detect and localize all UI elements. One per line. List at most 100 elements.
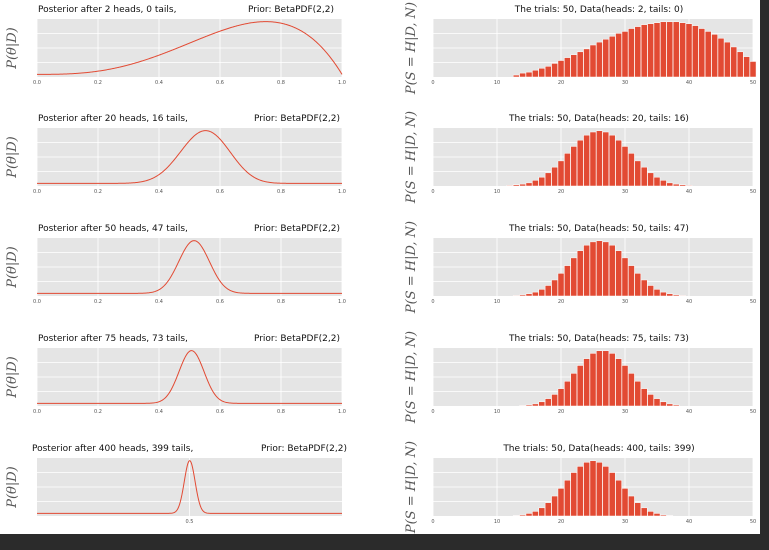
- x-tick-label: 0.4: [155, 299, 163, 305]
- probability-bar: [634, 26, 642, 78]
- probability-bar: [519, 72, 526, 78]
- probability-bar: [634, 502, 642, 517]
- probability-bar: [570, 472, 578, 517]
- probability-bar: [519, 294, 526, 297]
- probability-bar: [525, 513, 533, 517]
- probability-bar: [602, 131, 610, 187]
- plot-title: Posterior after 2 heads, 0 tails,: [38, 5, 176, 15]
- y-axis-label: P(S = H|D, N): [404, 2, 419, 95]
- x-tick-label: 0.4: [155, 409, 163, 415]
- probability-bar: [647, 511, 654, 517]
- probability-bar: [544, 66, 552, 78]
- probability-bar: [749, 61, 757, 78]
- probability-bar: [685, 23, 693, 78]
- posterior-curve: [37, 240, 342, 294]
- probability-bar: [660, 401, 667, 407]
- probability-bar: [519, 514, 526, 517]
- posterior-curve: [37, 21, 343, 75]
- x-tick-label: 0.4: [155, 189, 163, 195]
- probability-bar: [570, 257, 578, 297]
- probability-bar: [615, 358, 622, 407]
- probability-bar: [621, 31, 629, 78]
- x-tick-label: 30: [622, 519, 628, 525]
- probability-bar: [557, 160, 565, 187]
- x-tick-label: 40: [686, 80, 692, 86]
- probability-bar: [538, 401, 546, 407]
- x-tick-label: 1.0: [338, 299, 346, 305]
- probability-bar: [583, 244, 590, 297]
- x-tick-label: 10: [494, 299, 500, 305]
- plot-prior-label: Prior: BetaPDF(2,2): [254, 224, 340, 234]
- probability-bar: [647, 172, 654, 187]
- probability-bar: [608, 244, 616, 297]
- probability-bar: [653, 289, 661, 297]
- plot-title: The trials: 50, Data(heads: 50, tails: 4…: [508, 224, 689, 234]
- posterior-panel: 0.0 0.2 0.4 0.6 0.8 1.0 P(θ|D) Posterior after …: [5, 114, 346, 195]
- x-tick-label: 0.8: [277, 409, 285, 415]
- x-tick-label: 30: [622, 189, 628, 195]
- plot-prior-label: Prior: BetaPDF(2,2): [248, 5, 334, 15]
- subplot-grid: 0.0 0.2 0.4 0.6 0.8 1.0 P(θ|D) Posterior after …: [5, 2, 757, 534]
- plot-prior-label: Prior: BetaPDF(2,2): [254, 334, 340, 344]
- probability-bar: [551, 63, 558, 78]
- x-tick-label: 0.0: [33, 299, 41, 305]
- probability-bar: [679, 184, 686, 187]
- probability-bar: [525, 293, 533, 297]
- probability-bar: [519, 405, 526, 407]
- binomial-panel: 0 10 20 30 40 50 P(S = H|D, N) The trials: 50, …: [404, 331, 756, 424]
- probability-bar: [538, 507, 546, 517]
- probability-bar: [724, 41, 731, 78]
- probability-bar: [532, 511, 539, 517]
- plot-prior-label: Prior: BetaPDF(2,2): [261, 444, 347, 454]
- probability-bar: [711, 34, 718, 78]
- y-axis-label: P(S = H|D, N): [404, 441, 419, 534]
- probability-bar: [647, 285, 654, 297]
- probability-bar: [564, 153, 571, 187]
- probability-bar: [615, 33, 622, 78]
- probability-bar: [653, 22, 661, 78]
- binomial-panel: 0 10 20 30 40 50 P(S = H|D, N) The trials: 50, …: [404, 2, 757, 95]
- x-tick-label: 10: [494, 189, 500, 195]
- x-tick-label: 0.8: [277, 189, 285, 195]
- x-tick-label: 0: [431, 299, 434, 305]
- probability-bar: [532, 69, 539, 78]
- probability-bar: [551, 394, 558, 407]
- probability-bar: [640, 166, 648, 187]
- x-tick-label: 30: [622, 299, 628, 305]
- y-axis-label: P(θ|D): [5, 246, 20, 289]
- x-tick-label: 0.0: [33, 189, 41, 195]
- probability-bar: [679, 295, 686, 297]
- probability-bar: [672, 294, 680, 297]
- probability-bar: [564, 479, 571, 517]
- plot-title: Posterior after 75 heads, 73 tails,: [38, 334, 188, 344]
- figure: 0.0 0.2 0.4 0.6 0.8 1.0 P(θ|D) Posterior after …: [0, 0, 760, 534]
- plot-prior-label: Prior: BetaPDF(2,2): [254, 114, 340, 124]
- posterior-panel: 0.0 0.2 0.4 0.6 0.8 1.0 P(θ|D) Posterior after …: [5, 224, 346, 305]
- probability-bar: [544, 398, 552, 407]
- x-tick-label: 40: [686, 189, 692, 195]
- x-tick-label: 20: [558, 299, 564, 305]
- probability-bar: [672, 404, 680, 407]
- x-tick-label: 50: [750, 519, 756, 525]
- x-tick-label: 0.4: [155, 80, 163, 86]
- probability-bar: [608, 36, 616, 78]
- x-tick-label: 40: [686, 409, 692, 415]
- x-tick-label: 50: [750, 80, 756, 86]
- probability-bar: [615, 479, 622, 517]
- probability-bar: [608, 353, 616, 407]
- probability-bar: [589, 44, 597, 78]
- binomial-panel: 0 10 20 30 40 50 P(S = H|D, N) The trials: 50, …: [404, 441, 756, 534]
- probability-bar: [544, 172, 552, 187]
- x-tick-label: 50: [750, 299, 756, 305]
- probability-bar: [704, 31, 712, 78]
- plot-title: Posterior after 400 heads, 399 tails,: [32, 444, 193, 454]
- probability-bar: [538, 68, 546, 78]
- posterior-curve: [37, 460, 342, 514]
- posterior-panel: 0.5 P(θ|D) Posterior after 400 heads, 399 …: [5, 444, 347, 525]
- probability-bar: [640, 24, 648, 78]
- x-tick-label: 50: [750, 409, 756, 415]
- probability-bar: [653, 176, 661, 187]
- probability-bar: [583, 134, 590, 187]
- probability-bar: [602, 38, 610, 78]
- x-tick-label: 0.0: [33, 80, 41, 86]
